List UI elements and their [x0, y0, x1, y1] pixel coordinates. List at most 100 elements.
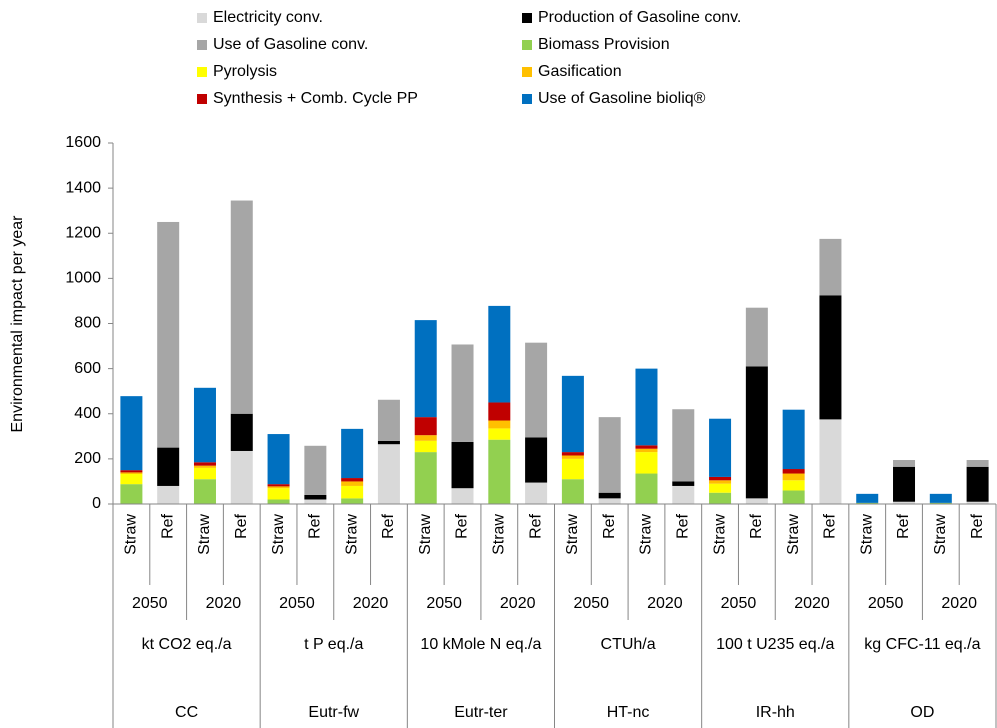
bar-segment [893, 501, 916, 504]
impact-label: HT-nc [607, 704, 650, 721]
bar-segment [525, 437, 548, 483]
legend-swatch [522, 94, 532, 104]
year-label: 2050 [721, 595, 757, 612]
bar-segment [451, 344, 474, 442]
legend-label: Synthesis + Comb. Cycle PP [213, 90, 418, 107]
bar-segment [635, 473, 658, 504]
bar-segment [488, 402, 511, 421]
bar-segment [488, 420, 511, 429]
bar-segment [635, 368, 658, 446]
x-tick-label: Ref [748, 513, 765, 538]
bar-segment [856, 502, 879, 504]
bar-segment [893, 466, 916, 502]
year-label: 2020 [206, 595, 242, 612]
bar-segment [966, 466, 989, 502]
bar-segment [966, 501, 989, 504]
bar-segment [193, 465, 216, 468]
impact-label: OD [910, 704, 934, 721]
legend-swatch [197, 67, 207, 77]
bar-segment [267, 486, 290, 489]
x-tick-label: Straw [270, 514, 287, 555]
bar-segment [193, 467, 216, 480]
legend-swatch [197, 94, 207, 104]
bar-segment [745, 307, 768, 367]
bar-segment [157, 221, 180, 448]
bar-segment [635, 445, 658, 449]
bar-segment [819, 419, 842, 504]
x-tick-label: Straw [343, 514, 360, 555]
bar-segment [929, 502, 952, 504]
bar-segment [561, 375, 584, 453]
bar-segment [488, 439, 511, 504]
unit-text: kg CFC-11 eq./a [864, 636, 981, 653]
bar-segment [598, 498, 621, 504]
unit-label: kg CFC-11 eq./a [864, 636, 981, 653]
year-label: 2020 [647, 595, 683, 612]
year-label: 2020 [353, 595, 389, 612]
x-tick-label: Ref [969, 513, 986, 538]
legend-label: Production of Gasoline conv. [538, 9, 741, 26]
bar-segment [120, 396, 143, 471]
x-tick-label: Straw [417, 514, 434, 555]
bar-segment [120, 484, 143, 504]
legend-label: Use of Gasoline conv. [213, 36, 368, 53]
bar-segment [414, 452, 437, 504]
bar-segment [341, 498, 364, 504]
x-tick-label: Ref [674, 513, 691, 538]
legend-label: Use of Gasoline bioliq® [538, 90, 706, 107]
bar-segment [377, 399, 400, 441]
x-tick-label: Ref [454, 513, 471, 538]
bar-segment [893, 460, 916, 467]
bar-segment [819, 295, 842, 420]
bar-segment [341, 478, 364, 482]
bar-segment [304, 499, 327, 504]
bar-segment [341, 428, 364, 479]
legend-swatch [522, 67, 532, 77]
bar-segment [120, 470, 143, 473]
x-tick-label: Ref [307, 513, 324, 538]
bar-segment [267, 499, 290, 504]
unit-label: 10 kMole N eq./a [420, 636, 541, 653]
bar-segment [709, 418, 732, 477]
x-tick-label: Ref [380, 513, 397, 538]
bar-segment [414, 417, 437, 436]
bar-segment [635, 448, 658, 453]
bar-segment [120, 473, 143, 485]
y-axis-title: Environmental impact per year [9, 215, 26, 433]
x-tick-label: Straw [858, 514, 875, 555]
y-tick-label: 1000 [65, 270, 101, 287]
x-tick-label: Ref [822, 513, 839, 538]
year-label: 2050 [573, 595, 609, 612]
year-label: 2020 [500, 595, 536, 612]
unit-label: 100 t U235 eq./a [716, 636, 834, 653]
x-tick-label: Straw [932, 514, 949, 555]
bar-segment [561, 452, 584, 456]
y-tick-label: 1600 [65, 134, 101, 151]
bar-segment [267, 484, 290, 487]
bar-segment [709, 483, 732, 493]
bar-segment [304, 494, 327, 500]
bar-segment [193, 387, 216, 463]
x-tick-label: Straw [711, 514, 728, 555]
bar-segment [120, 472, 143, 474]
bar-segment [414, 440, 437, 453]
legend-label: Biomass Provision [538, 36, 670, 53]
bar-segment [414, 435, 437, 441]
bar-segment [451, 441, 474, 489]
impact-label: Eutr-ter [454, 704, 508, 721]
unit-label: t P eq./a [304, 636, 363, 653]
bar-segment [157, 485, 180, 504]
year-label: 2050 [426, 595, 462, 612]
x-tick-label: Straw [785, 514, 802, 555]
bar-segment [304, 445, 327, 495]
bar-segment [230, 200, 253, 414]
bar-segment [782, 409, 805, 470]
bar-segment [267, 488, 290, 500]
bar-segment [561, 479, 584, 504]
impact-label: CC [175, 704, 198, 721]
x-tick-label: Straw [491, 514, 508, 555]
unit-text: CTUh/a [600, 636, 656, 653]
bar-segment [193, 479, 216, 504]
bar-segment [966, 460, 989, 467]
